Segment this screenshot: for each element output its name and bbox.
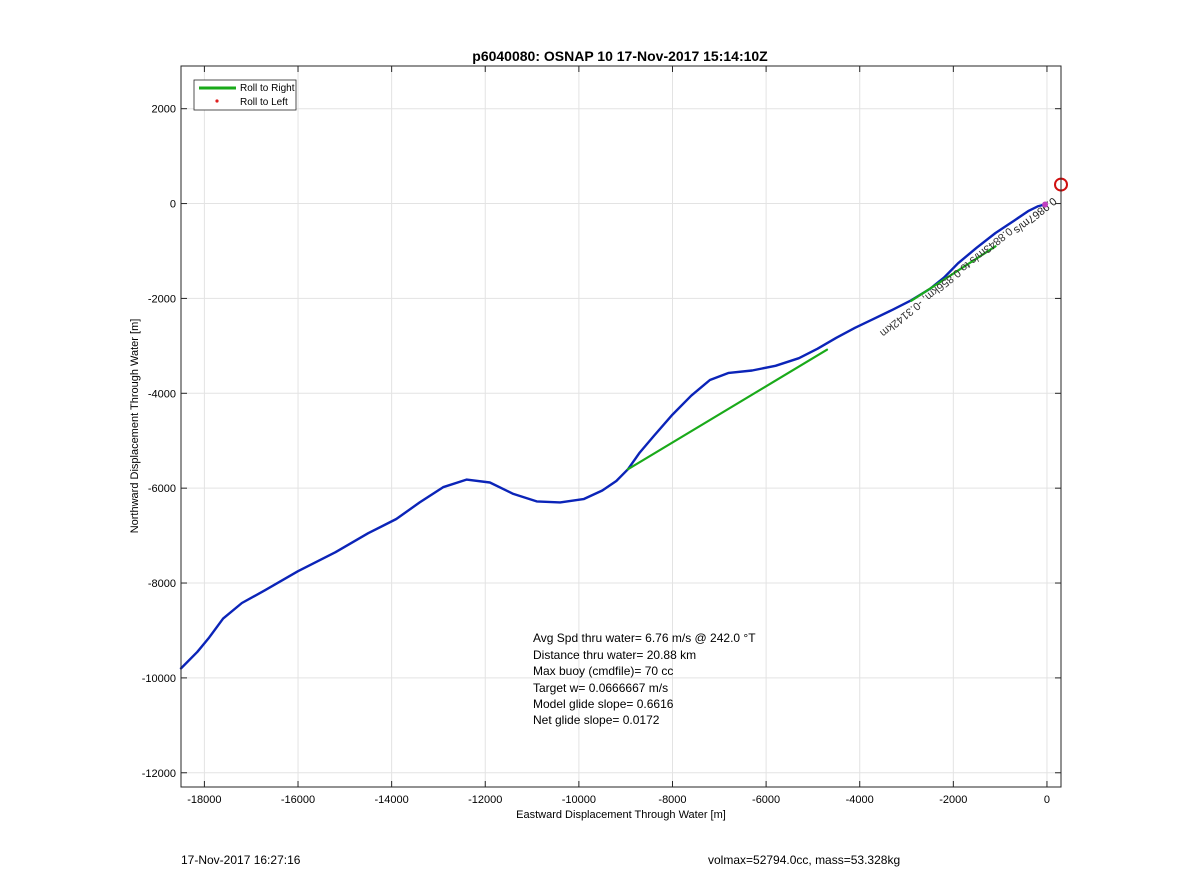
legend-swatch-roll-left	[215, 99, 219, 103]
chart-title: p6040080: OSNAP 10 17-Nov-2017 15:14:10Z	[472, 48, 768, 64]
x-tick-label: -14000	[375, 794, 409, 806]
stat-avg-speed: Avg Spd thru water= 6.76 m/s @ 242.0 °T	[533, 631, 756, 645]
end-marker	[1042, 201, 1049, 208]
y-tick-label: -4000	[148, 388, 176, 400]
y-axis-label: Northward Displacement Through Water [m]	[129, 319, 141, 534]
stat-distance: Distance thru water= 20.88 km	[533, 648, 696, 662]
y-tick-label: -8000	[148, 578, 176, 590]
x-tick-label: -4000	[846, 794, 874, 806]
stats-block: Avg Spd thru water= 6.76 m/s @ 242.0 °T …	[533, 631, 756, 727]
x-tick-label: -6000	[752, 794, 780, 806]
x-axis-label: Eastward Displacement Through Water [m]	[516, 809, 726, 821]
y-tick-label: -2000	[148, 293, 176, 305]
series-layer	[179, 203, 1046, 670]
stat-max-buoy: Max buoy (cmdfile)= 70 cc	[533, 664, 673, 678]
x-tick-label: -12000	[468, 794, 502, 806]
stat-model-glide: Model glide slope= 0.6616	[533, 697, 674, 711]
y-tick-label: 2000	[152, 104, 176, 116]
x-tick-label: -16000	[281, 794, 315, 806]
track-segment-green	[910, 245, 997, 302]
legend-label-roll-right: Roll to Right	[240, 83, 295, 94]
legend: Roll to Right Roll to Left	[193, 79, 297, 111]
x-tick-label: -2000	[939, 794, 967, 806]
legend-box	[193, 79, 297, 111]
stat-net-glide: Net glide slope= 0.0172	[533, 713, 660, 727]
x-tick-label: -8000	[658, 794, 686, 806]
x-tick-label: 0	[1044, 794, 1050, 806]
footer-vol-mass: volmax=52794.0cc, mass=53.328kg	[708, 853, 901, 867]
y-tick-label: -12000	[142, 768, 176, 780]
y-tick-label: 0	[170, 199, 176, 211]
tick-layer: -18000 -16000 -14000 -12000 -10000 -8000 -6000…	[142, 66, 1061, 806]
footer-timestamp: 17-Nov-2017 16:27:16	[181, 853, 301, 867]
legend-label-roll-left: Roll to Left	[240, 97, 288, 108]
stat-target-w: Target w= 0.0666667 m/s	[533, 681, 668, 695]
track-segment-green	[626, 348, 829, 471]
y-tick-label: -10000	[142, 673, 176, 685]
y-tick-label: -6000	[148, 483, 176, 495]
plot-frame	[180, 65, 1062, 788]
x-tick-label: -10000	[562, 794, 596, 806]
x-tick-label: -18000	[187, 794, 221, 806]
